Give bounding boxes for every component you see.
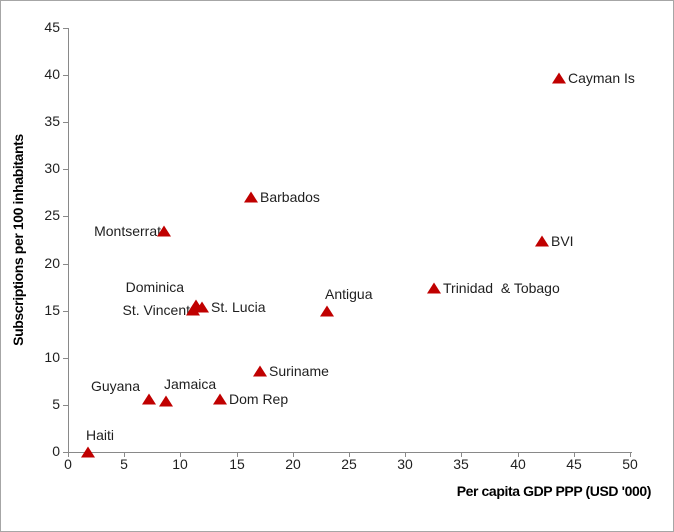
y-tick-mark — [63, 122, 68, 123]
x-tick-mark — [293, 452, 294, 457]
x-axis-title: Per capita GDP PPP (USD '000) — [456, 483, 652, 499]
data-point-label: Dominica — [125, 279, 184, 295]
y-tick-label: 35 — [44, 113, 60, 129]
data-point-label: Guyana — [90, 378, 140, 394]
x-tick-label: 45 — [566, 456, 582, 472]
x-tick-label: 10 — [172, 456, 188, 472]
triangle-marker — [244, 191, 259, 203]
triangle-marker — [141, 393, 156, 405]
data-point-label: Cayman Is — [568, 70, 635, 86]
triangle-marker — [253, 365, 268, 377]
x-tick-mark — [349, 452, 350, 457]
x-tick-label: 5 — [120, 456, 128, 472]
y-tick-label: 20 — [44, 255, 60, 271]
x-tick-label: 20 — [285, 456, 301, 472]
x-tick-mark — [180, 452, 181, 457]
data-point-label: Barbados — [260, 189, 320, 205]
y-tick-mark — [63, 358, 68, 359]
triangle-marker — [158, 395, 173, 407]
x-tick-label: 15 — [229, 456, 245, 472]
x-axis-line — [68, 452, 632, 453]
x-tick-label: 0 — [64, 456, 72, 472]
y-tick-mark — [63, 169, 68, 170]
x-tick-label: 50 — [622, 456, 638, 472]
y-tick-mark — [63, 75, 68, 76]
y-tick-mark — [63, 28, 68, 29]
triangle-marker — [194, 301, 209, 313]
x-tick-mark — [237, 452, 238, 457]
x-tick-mark — [630, 452, 631, 457]
x-tick-mark — [405, 452, 406, 457]
x-tick-mark — [124, 452, 125, 457]
triangle-marker — [81, 446, 96, 458]
x-tick-label: 30 — [397, 456, 413, 472]
y-axis-line — [68, 28, 69, 453]
data-point-label: St. Lucia — [211, 299, 266, 315]
y-tick-label: 25 — [44, 207, 60, 223]
triangle-marker — [212, 393, 227, 405]
data-point-label: Antigua — [325, 286, 373, 302]
data-point-label: Trinidad & Tobago — [443, 280, 560, 296]
triangle-marker — [535, 235, 550, 247]
y-tick-mark — [63, 405, 68, 406]
y-tick-mark — [63, 311, 68, 312]
triangle-marker — [319, 305, 334, 317]
y-tick-label: 10 — [44, 349, 60, 365]
x-tick-mark — [518, 452, 519, 457]
x-tick-mark — [68, 452, 69, 457]
data-point-label: Montserrat — [94, 223, 161, 239]
data-point-label: Dom Rep — [229, 391, 289, 407]
x-tick-label: 25 — [341, 456, 357, 472]
y-tick-label: 45 — [44, 19, 60, 35]
triangle-marker — [552, 72, 567, 84]
x-tick-mark — [461, 452, 462, 457]
y-tick-label: 40 — [44, 66, 60, 82]
y-tick-label: 30 — [44, 160, 60, 176]
y-tick-label: 5 — [52, 396, 60, 412]
x-tick-mark — [574, 452, 575, 457]
y-tick-mark — [63, 264, 68, 265]
data-point-label: Jamaica — [164, 376, 217, 392]
triangle-marker — [427, 282, 442, 294]
data-point-label: St. Vincent — [122, 302, 190, 318]
y-tick-mark — [63, 216, 68, 217]
y-tick-label: 15 — [44, 302, 60, 318]
y-tick-label: 0 — [52, 443, 60, 459]
x-tick-label: 40 — [510, 456, 526, 472]
data-point-label: Suriname — [269, 363, 329, 379]
y-tick-mark — [63, 452, 68, 453]
triangle-marker — [156, 225, 171, 237]
data-point-label: BVI — [551, 233, 574, 249]
x-tick-label: 35 — [453, 456, 469, 472]
data-point-label: Haiti — [86, 427, 115, 443]
